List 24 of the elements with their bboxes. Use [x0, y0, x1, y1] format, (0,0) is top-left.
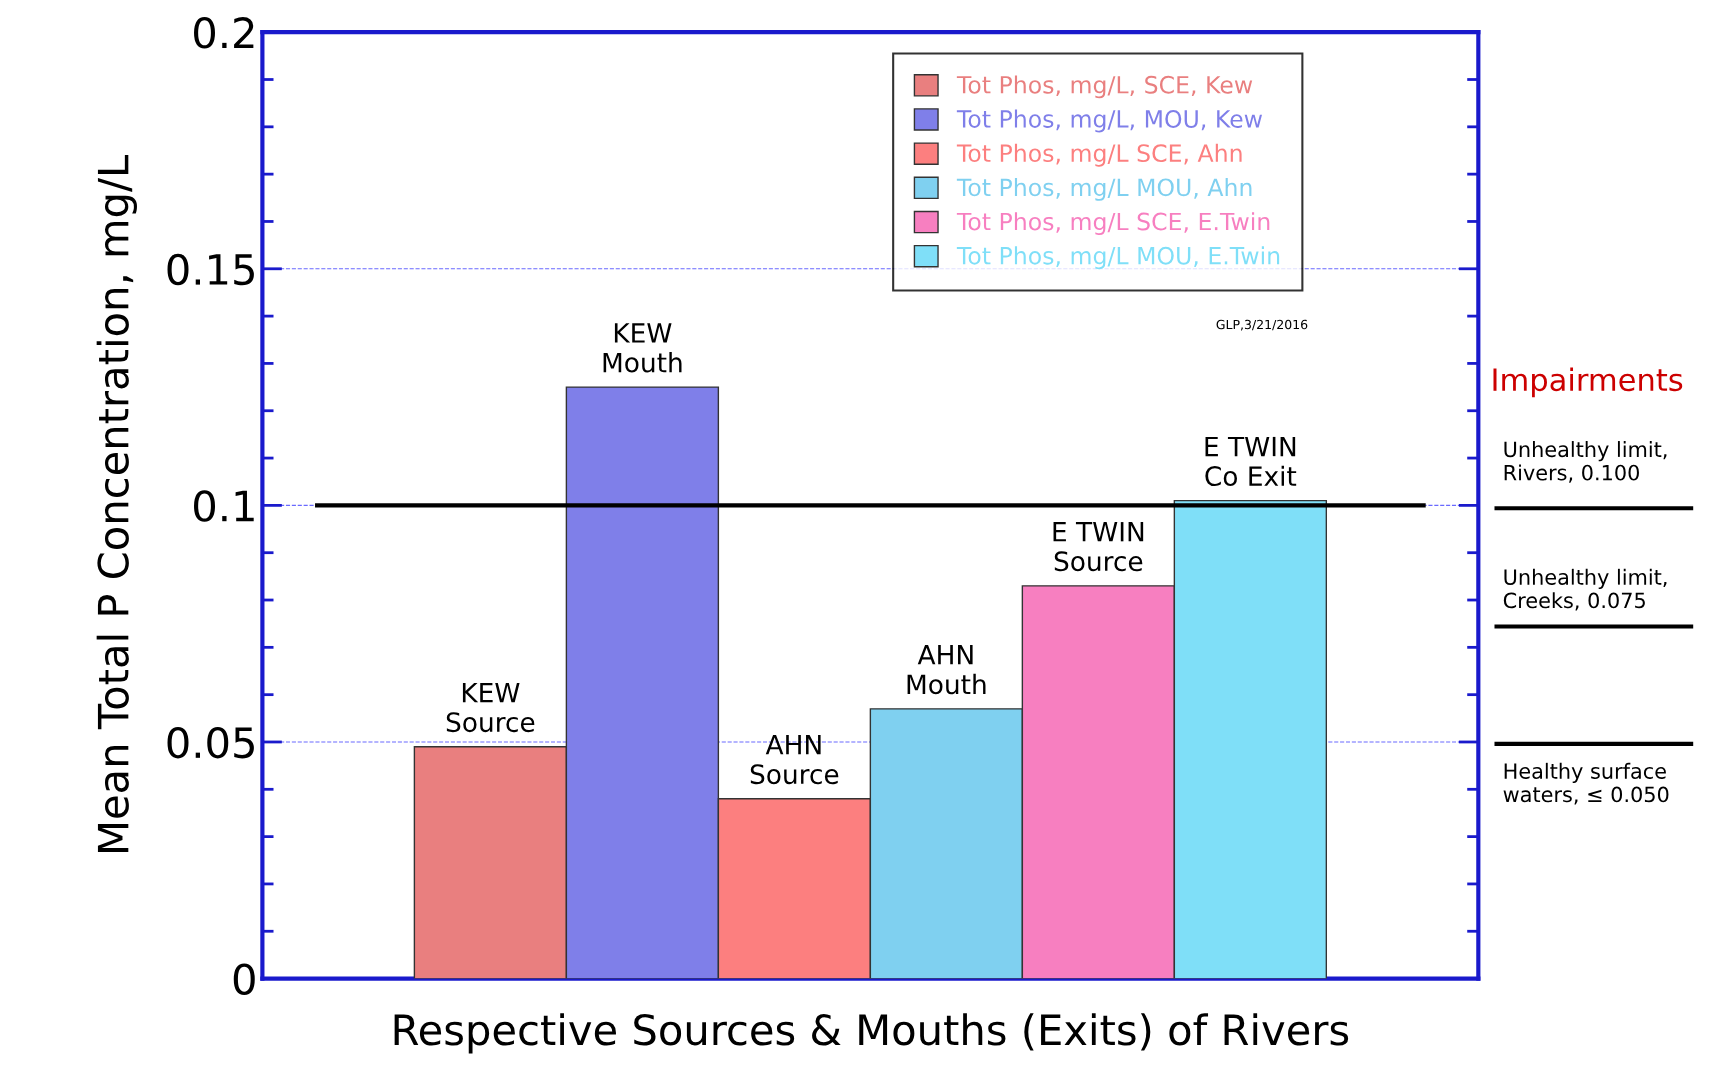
legend-label: Tot Phos, mg/L SCE, E.Twin	[956, 212, 1270, 236]
y-axis-title: Mean Total P Concentration, mg/L	[96, 154, 137, 852]
text: Unhealthy limit, Creeks, 0.075	[1503, 568, 1667, 611]
y-tick-label: 0	[233, 963, 255, 995]
y-tick-label: 0.15	[167, 253, 254, 286]
x-tick-label: E TWIN Co Exit	[1205, 436, 1297, 487]
legend-label: Tot Phos, mg/L, SCE, Kew	[956, 75, 1253, 99]
y-tick-label: 0.1	[194, 490, 254, 522]
text: Impairments	[1493, 367, 1683, 398]
text: Unhealthy limit, Rivers, 0.100	[1504, 441, 1667, 483]
x-tick-label: AHN Source	[750, 735, 839, 785]
y-tick-label: 0.05	[167, 726, 254, 759]
text: Healthy surface waters, ≤ 0.050	[1503, 762, 1669, 805]
x-axis-title: Respective Sources & Mouths (Exits) of Rivers	[394, 1013, 1349, 1054]
y-tick-label: 0.2	[194, 17, 254, 49]
annotation: GLP,3/21/2016	[1216, 319, 1308, 331]
x-tick-label: E TWIN Source	[1053, 522, 1144, 572]
x-tick-label: KEW Mouth	[603, 323, 682, 373]
x-tick-label: KEW Source	[446, 682, 535, 733]
x-tick-label: AHN Mouth	[907, 645, 986, 695]
legend-label: Tot Phos, mg/L MOU, Ahn	[956, 177, 1252, 201]
legend-label: Tot Phos, mg/L MOU, E.Twin	[956, 246, 1280, 270]
legend-label: Tot Phos, mg/L SCE, Ahn	[956, 143, 1242, 167]
legend-label: Tot Phos, mg/L, MOU, Kew	[956, 109, 1263, 133]
